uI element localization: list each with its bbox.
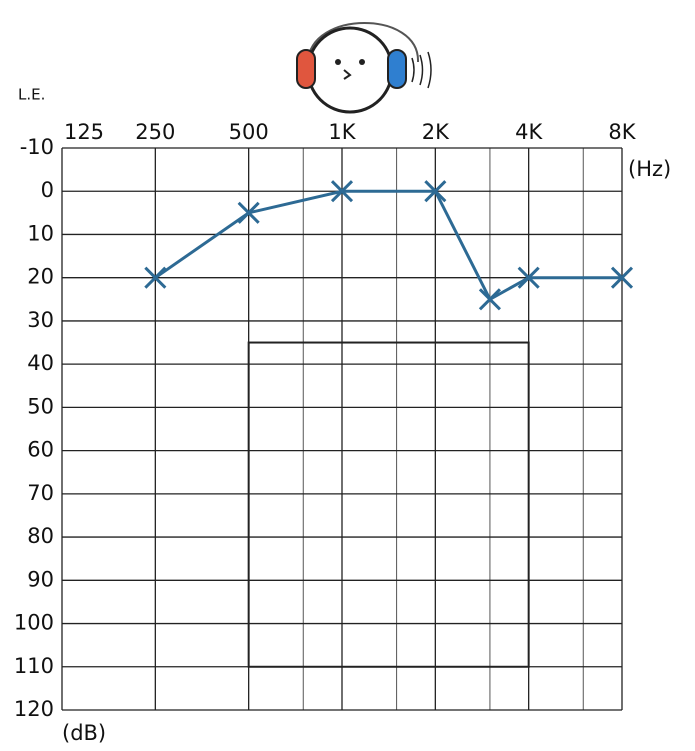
x-marker	[478, 288, 501, 311]
y-tick-label: 80	[27, 524, 54, 548]
x-tick-label: 8K	[608, 120, 636, 144]
y-tick-label: 100	[14, 611, 54, 635]
x-marker	[237, 201, 260, 224]
y-tick-label: 30	[27, 308, 54, 332]
y-tick-label: 120	[14, 697, 54, 721]
x-tick-label: 500	[229, 120, 269, 144]
y-tick-label: 110	[14, 654, 54, 678]
ear-label: L.E.	[18, 86, 45, 104]
x-marker	[330, 180, 354, 203]
x-marker	[517, 266, 540, 289]
x-tick-label: 4K	[515, 120, 543, 144]
series-line	[154, 189, 622, 302]
x-marker	[424, 180, 447, 203]
x-tick-label: 1K	[328, 120, 356, 144]
x-unit: (Hz)	[628, 157, 671, 181]
x-tick-label: 2K	[422, 120, 450, 144]
headphone-icon	[296, 22, 432, 114]
y-tick-label: 60	[27, 438, 54, 462]
y-tick-label: 70	[27, 481, 54, 505]
y-tick-label: 0	[41, 178, 54, 202]
y-tick-label: 10	[27, 221, 54, 245]
y-unit: (dB)	[62, 721, 106, 745]
x-marker	[610, 266, 634, 289]
y-tick-label: 20	[27, 265, 54, 289]
x-tick-label: 250	[135, 120, 175, 144]
y-tick-label: 90	[27, 567, 54, 591]
x-marker	[144, 266, 167, 289]
frequency-region	[247, 341, 530, 668]
x-tick-label: 125	[64, 120, 104, 144]
y-tick-label: 50	[27, 394, 54, 418]
y-tick-label: 40	[27, 351, 54, 375]
y-tick-label: -10	[20, 135, 54, 159]
